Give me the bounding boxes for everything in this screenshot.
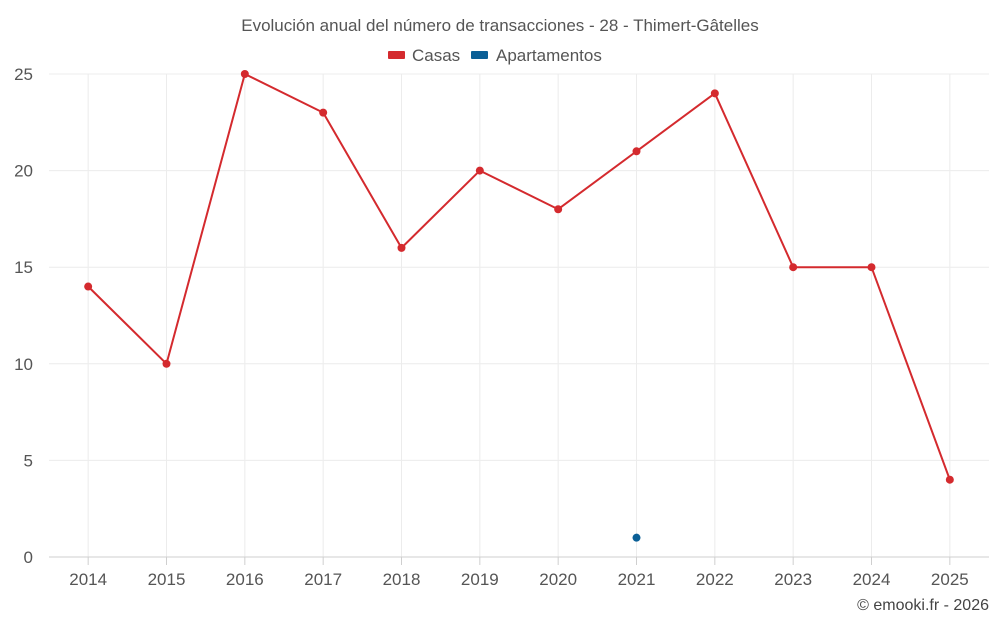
data-point-apartamentos[interactable]: [632, 533, 641, 542]
x-tick-label: 2020: [539, 570, 577, 589]
x-tick-label: 2021: [618, 570, 656, 589]
data-point-casas[interactable]: [789, 263, 798, 272]
x-tick-label: 2015: [148, 570, 186, 589]
legend-label-apartamentos[interactable]: Apartamentos: [496, 46, 602, 65]
y-tick-label: 0: [24, 548, 33, 567]
x-axis-ticks: 2014 2015 2016 2017 2018 2019 2020 2021 2022 2023…: [69, 557, 969, 589]
data-point-casas[interactable]: [867, 263, 876, 272]
x-tick-label: 2023: [774, 570, 812, 589]
y-tick-label: 15: [14, 258, 33, 277]
y-tick-label: 25: [14, 65, 33, 84]
x-tick-label: 2014: [69, 570, 107, 589]
legend-swatch-casas[interactable]: [388, 51, 405, 59]
data-point-casas[interactable]: [319, 108, 328, 117]
x-tick-label: 2017: [304, 570, 342, 589]
chart-title: Evolución anual del número de transaccio…: [241, 16, 759, 35]
data-point-casas[interactable]: [240, 70, 249, 78]
data-point-casas[interactable]: [397, 243, 406, 252]
credit-text: © emooki.fr - 2026: [857, 597, 989, 614]
y-axis-ticks: 0 5 10 15 20 25: [14, 65, 33, 567]
legend-label-casas[interactable]: Casas: [412, 46, 460, 65]
grid: [49, 73, 989, 558]
data-point-casas[interactable]: [162, 359, 171, 368]
legend-swatch-apartamentos[interactable]: [471, 51, 488, 59]
x-tick-label: 2024: [853, 570, 891, 589]
y-tick-label: 10: [14, 355, 33, 374]
y-tick-label: 5: [24, 451, 33, 470]
data-point-casas[interactable]: [945, 475, 954, 484]
data-point-casas[interactable]: [554, 205, 563, 214]
x-tick-label: 2019: [461, 570, 499, 589]
data-point-casas[interactable]: [632, 147, 641, 156]
x-tick-label: 2025: [931, 570, 969, 589]
data-point-casas[interactable]: [475, 166, 484, 175]
y-tick-label: 20: [14, 162, 33, 181]
series-line-casas: [87, 73, 951, 481]
x-tick-label: 2022: [696, 570, 734, 589]
legend: Casas Apartamentos: [388, 46, 602, 65]
data-point-casas[interactable]: [84, 282, 93, 291]
series: [84, 70, 954, 542]
x-tick-label: 2016: [226, 570, 264, 589]
data-point-casas[interactable]: [710, 89, 719, 98]
x-tick-label: 2018: [383, 570, 421, 589]
